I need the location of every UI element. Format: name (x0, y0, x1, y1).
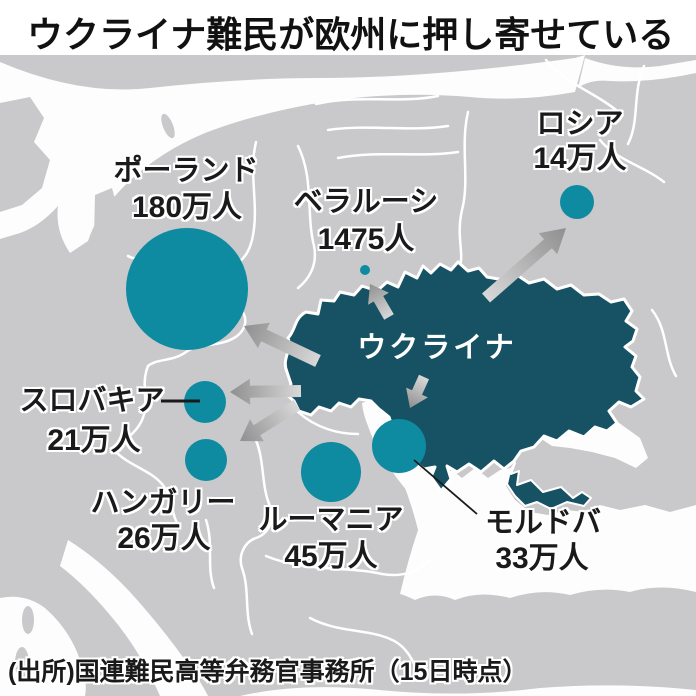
label-poland-name: ポーランド (113, 155, 259, 187)
refugee-bubbles (126, 185, 594, 502)
flow-arrow-poland (244, 322, 321, 367)
label-romania-name: ルーマニア (258, 504, 404, 536)
label-poland-value: 180万人 (131, 191, 243, 224)
label-russia-name: ロシア (536, 108, 624, 140)
country-borders (114, 58, 678, 682)
flow-arrow-hungary (240, 399, 301, 442)
label-moldova-value: 33万人 (495, 542, 589, 575)
flow-arrow-slovakia (230, 378, 302, 405)
label-slovakia-name: スロバキア (19, 385, 165, 417)
bubble-belarus (360, 265, 370, 275)
bubble-moldova (372, 419, 426, 473)
moldova-leader-line (413, 459, 478, 515)
label-hungary-name: ハンガリー (90, 487, 236, 519)
flow-arrow-moldova (406, 374, 429, 408)
flow-arrow-belarus (368, 284, 394, 320)
adriatic-sea (60, 540, 208, 696)
label-romania-value: 45万人 (284, 540, 378, 573)
black-sea (400, 462, 696, 600)
flow-arrows (230, 228, 566, 442)
flow-arrow-russia (482, 228, 566, 303)
bubble-poland (126, 228, 248, 350)
north-baltic-sea (0, 55, 585, 253)
uk-landmass (0, 97, 50, 212)
gotland-island (161, 113, 175, 139)
page-title: ウクライナ難民が欧州に押し寄せている (27, 14, 675, 55)
bubble-slovakia (184, 381, 226, 423)
sardinia-island (15, 647, 29, 679)
europe-map (0, 55, 696, 696)
label-slovakia-value: 21万人 (47, 424, 141, 457)
label-belarus-name: ベラルーシ (293, 186, 439, 218)
source-note: (出所)国連難民高等弁務官事務所（15日時点） (8, 658, 528, 686)
label-belarus-value: 1475人 (317, 223, 415, 256)
bubble-romania (301, 442, 361, 502)
gulf-of-finland-sea (578, 58, 696, 88)
denmark-landmass (94, 188, 118, 236)
label-russia-value: 14万人 (533, 142, 627, 175)
label-hungary-value: 26万人 (117, 522, 211, 555)
bubble-russia (560, 185, 594, 219)
crimea-peninsula (506, 462, 592, 510)
mediterranean-strip (240, 685, 696, 696)
label-ukraine: ウクライナ (357, 332, 517, 364)
bubble-hungary (185, 439, 227, 481)
corsica-island (22, 606, 34, 634)
label-moldova-name: モルドバ (484, 507, 602, 539)
